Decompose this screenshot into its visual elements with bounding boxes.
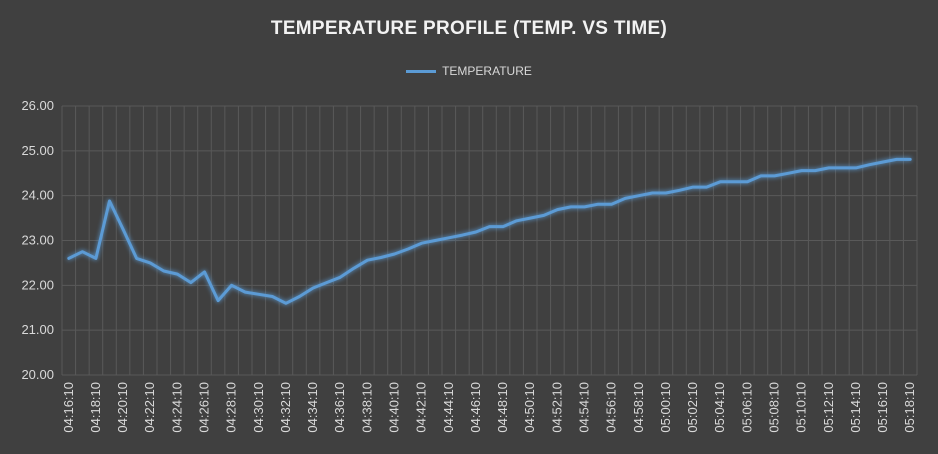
x-tick-label: 04:30:10 [251,382,266,433]
x-tick-label: 05:06:10 [739,382,754,433]
legend: TEMPERATURE [0,62,938,80]
x-tick-label: 04:26:10 [197,382,212,433]
chart-title: TEMPERATURE PROFILE (TEMP. VS TIME) [270,18,668,39]
y-tick-label: 25.00 [21,143,54,158]
x-tick-label: 04:40:10 [387,382,402,433]
x-axis-ticks: 04:16:10 04:18:10 04:20:10 04:22:10 04:24:10… [61,382,917,433]
x-tick-label: 04:56:10 [604,382,619,433]
series-layer [67,157,912,305]
x-tick-label: 05:18:10 [902,382,917,433]
series-line-temperature [67,157,912,305]
x-tick-label: 04:38:10 [359,382,374,433]
y-tick-label: 21.00 [21,322,54,337]
x-tick-label: 04:32:10 [278,382,293,433]
x-tick-label: 05:16:10 [875,382,890,433]
x-tick-label: 05:02:10 [685,382,700,433]
x-tick-label: 04:46:10 [468,382,483,433]
y-tick-label: 22.00 [21,277,54,292]
x-tick-label: 04:34:10 [305,382,320,433]
x-tick-label: 05:08:10 [767,382,782,433]
x-tick-label: 05:12:10 [821,382,836,433]
x-tick-label: 04:36:10 [332,382,347,433]
x-tick-label: 05:00:10 [658,382,673,433]
y-axis-ticks: 20.00 21.00 22.00 23.00 24.00 25.00 26.00 [21,98,54,382]
x-tick-label: 04:54:10 [577,382,592,433]
y-tick-label: 26.00 [21,98,54,113]
x-tick-label: 05:10:10 [794,382,809,433]
x-tick-label: 04:28:10 [224,382,239,433]
x-tick-label: 04:18:10 [88,382,103,433]
x-tick-label: 04:16:10 [61,382,76,433]
x-tick-label: 04:42:10 [414,382,429,433]
x-tick-label: 05:14:10 [848,382,863,433]
y-tick-label: 23.00 [21,233,54,248]
x-tick-label: 04:48:10 [495,382,510,433]
x-tick-label: 04:58:10 [631,382,646,433]
y-tick-label: 24.00 [21,188,54,203]
x-tick-label: 04:50:10 [522,382,537,433]
gridlines [61,105,918,376]
legend-line-swatch [406,69,437,73]
y-tick-label: 20.00 [21,367,54,382]
x-tick-label: 04:20:10 [115,382,130,433]
x-tick-label: 05:04:10 [712,382,727,433]
legend-label: TEMPERATURE [442,64,532,78]
x-tick-label: 04:44:10 [441,382,456,433]
x-tick-label: 04:52:10 [549,382,564,433]
x-tick-label: 04:22:10 [142,382,157,433]
x-tick-label: 04:24:10 [169,382,184,433]
